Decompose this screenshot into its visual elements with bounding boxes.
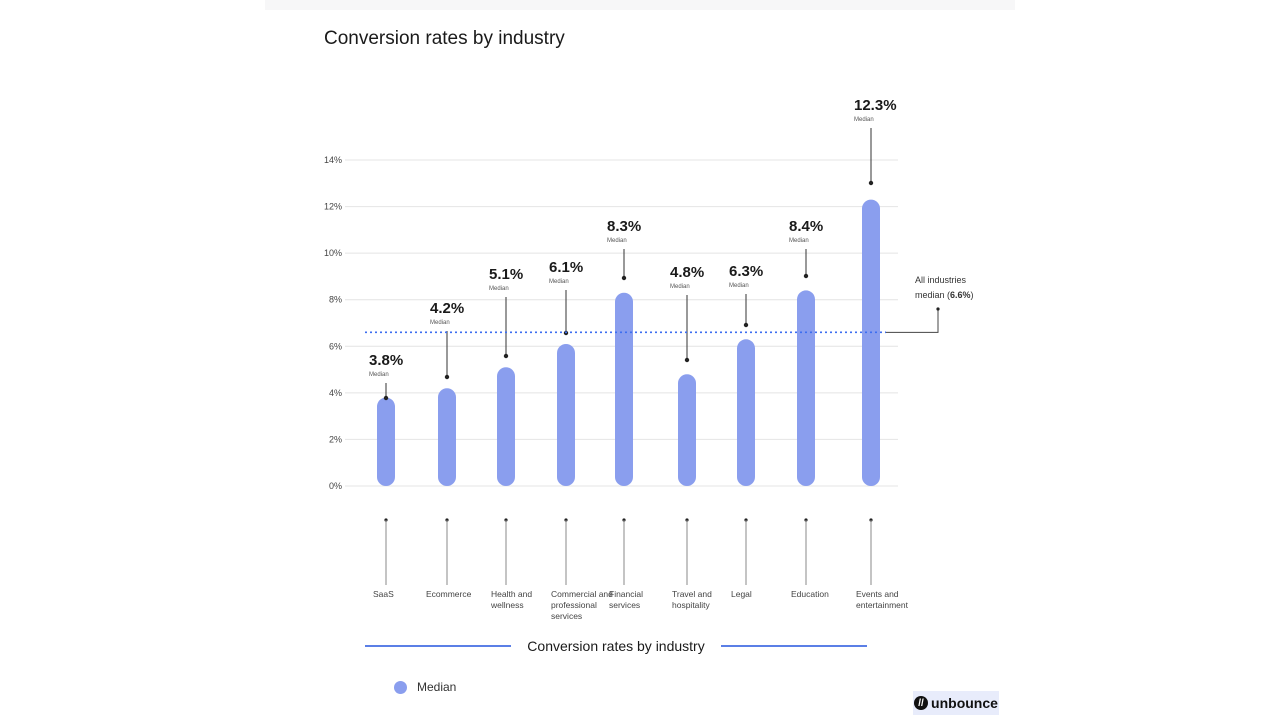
data-sublabel: Median (430, 320, 450, 326)
y-tick-label: 10% (324, 248, 342, 258)
y-tick-label: 4% (329, 388, 342, 398)
y-tick-label: 6% (329, 341, 342, 351)
pointer-dot (621, 275, 627, 281)
legend-label: Median (417, 680, 457, 694)
data-sublabel: Median (789, 238, 809, 244)
pointer-dot (444, 374, 450, 380)
data-label: 3.8% (369, 352, 403, 369)
reference-label-line2: median (6.6%) (915, 290, 974, 300)
data-label: 8.3% (607, 218, 641, 235)
data-sublabel: Median (854, 117, 874, 123)
x-tick-label: Health and (491, 589, 532, 599)
reference-dot (936, 307, 940, 311)
data-sublabel: Median (369, 372, 389, 378)
x-tick-label: wellness (490, 600, 524, 610)
reference-label-line1: All industries (915, 275, 967, 285)
data-label: 4.8% (670, 264, 704, 281)
y-tick-label: 14% (324, 155, 342, 165)
x-tick-label: Travel and (672, 589, 712, 599)
divider (365, 645, 512, 647)
data-label: 6.1% (549, 259, 583, 276)
data-label: 4.2% (430, 300, 464, 317)
unbounce-logo-icon: // (914, 696, 929, 710)
x-tick-label: professional (551, 600, 597, 610)
x-tick-label: services (609, 600, 640, 610)
pointer-dot (684, 357, 690, 363)
divider (720, 645, 868, 647)
pointer-dot (803, 273, 809, 279)
x-tick-label: Financial (609, 589, 643, 599)
x-tick-label: Commercial and (551, 589, 613, 599)
legend: Median (394, 680, 456, 694)
y-tick-label: 8% (329, 295, 342, 305)
y-tick-label: 12% (324, 202, 342, 212)
data-sublabel: Median (729, 283, 749, 289)
unbounce-logo: // unbounce (913, 691, 999, 715)
x-tick-label: Education (791, 589, 829, 599)
data-sublabel: Median (549, 279, 569, 285)
x-tick-label: entertainment (856, 600, 909, 610)
reference-connector (886, 309, 939, 333)
pointer-dot (868, 180, 874, 186)
data-label: 8.4% (789, 218, 823, 235)
bottom-title-text: Conversion rates by industry (527, 638, 705, 654)
x-tick-label: Legal (731, 589, 752, 599)
data-label: 12.3% (854, 97, 897, 114)
data-sublabel: Median (670, 284, 690, 290)
pointer-dot (383, 395, 389, 401)
x-tick-label: SaaS (373, 589, 394, 599)
data-label: 5.1% (489, 266, 523, 283)
pointer-dot (503, 353, 509, 359)
x-tick-label: Ecommerce (426, 589, 472, 599)
bottom-title: Conversion rates by industry (365, 638, 868, 654)
pointer-dot (743, 322, 749, 328)
data-sublabel: Median (489, 286, 509, 292)
brand-name: unbounce (931, 695, 998, 711)
y-tick-label: 2% (329, 434, 342, 444)
x-tick-label: services (551, 611, 582, 621)
reference-line-label: All industries median (6.6%) (915, 273, 974, 303)
x-tick-label: Events and (856, 589, 899, 599)
x-tick-label: hospitality (672, 600, 711, 610)
data-sublabel: Median (607, 238, 627, 244)
data-label: 6.3% (729, 263, 763, 280)
legend-swatch (394, 680, 407, 694)
chart-title: Conversion rates by industry (324, 28, 565, 49)
top-strip (265, 0, 1015, 10)
y-tick-label: 0% (329, 481, 342, 491)
